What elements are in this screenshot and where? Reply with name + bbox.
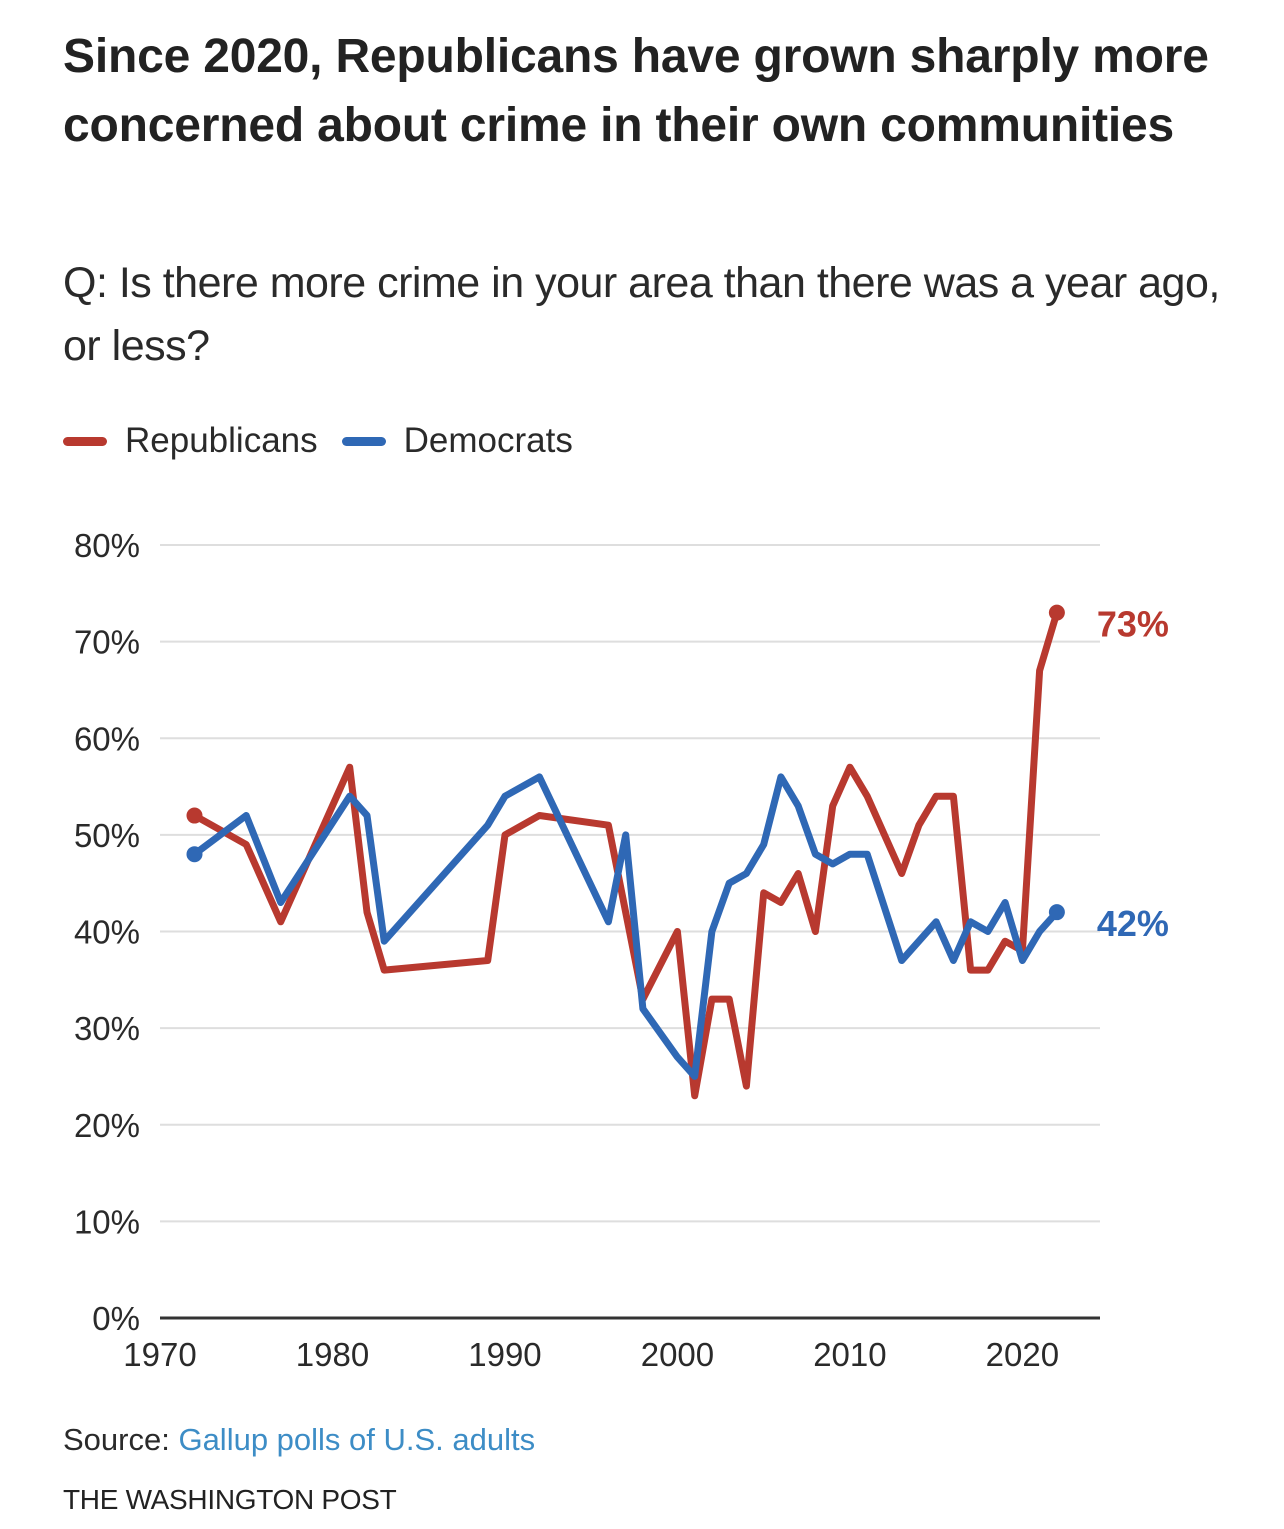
y-tick-label: 70% bbox=[74, 624, 140, 661]
end-point-republicans bbox=[1048, 604, 1065, 621]
source-note: Source: Gallup polls of U.S. adults bbox=[63, 1422, 535, 1458]
chart-title: Since 2020, Republicans have grown sharp… bbox=[63, 30, 1209, 152]
start-point-republicans bbox=[186, 807, 203, 824]
end-labels: 73% 42% bbox=[1097, 604, 1169, 945]
end-label-republicans: 73% bbox=[1097, 604, 1169, 645]
source-label: Source: bbox=[63, 1422, 179, 1457]
x-axis-tick-labels: 1970 1980 1990 2000 2010 2020 bbox=[123, 1336, 1059, 1373]
legend-label-republicans: Republicans bbox=[125, 421, 318, 460]
series-line-democrats bbox=[191, 773, 1061, 1080]
line-chart: 0% 10% 20% 30% 40% 50% 60% 70% 80% 1970 1980 1990 2… bbox=[74, 527, 1169, 1373]
y-tick-label: 0% bbox=[92, 1300, 140, 1337]
x-tick-label: 1970 bbox=[123, 1336, 196, 1373]
start-point-democrats bbox=[186, 846, 203, 863]
chart-subtitle: Q: Is there more crime in your area than… bbox=[63, 259, 1220, 370]
y-tick-label: 40% bbox=[74, 914, 140, 951]
source-link[interactable]: Gallup polls of U.S. adults bbox=[178, 1422, 536, 1457]
y-tick-label: 20% bbox=[74, 1107, 140, 1144]
y-tick-label: 50% bbox=[74, 817, 140, 854]
y-tick-label: 10% bbox=[74, 1203, 140, 1240]
y-tick-label: 30% bbox=[74, 1010, 140, 1047]
legend-swatch-democrats bbox=[341, 436, 386, 446]
end-label-democrats: 42% bbox=[1097, 903, 1169, 944]
x-tick-label: 1990 bbox=[468, 1336, 541, 1373]
legend-item-republicans: Republicans bbox=[63, 421, 318, 461]
legend: Republicans Democrats bbox=[63, 418, 597, 464]
y-axis-tick-labels: 0% 10% 20% 30% 40% 50% 60% 70% 80% bbox=[74, 527, 140, 1337]
x-tick-label: 2000 bbox=[641, 1336, 714, 1373]
y-tick-label: 60% bbox=[74, 720, 140, 757]
series-line-republicans bbox=[191, 609, 1061, 1100]
end-point-democrats bbox=[1048, 904, 1065, 921]
x-tick-label: 2010 bbox=[813, 1336, 886, 1373]
y-tick-label: 80% bbox=[74, 527, 140, 564]
x-tick-label: 2020 bbox=[986, 1336, 1059, 1373]
series-lines bbox=[186, 604, 1065, 1100]
x-tick-label: 1980 bbox=[296, 1336, 369, 1373]
legend-swatch-republicans bbox=[63, 436, 107, 446]
legend-item-democrats: Democrats bbox=[341, 421, 573, 461]
publisher-credit: THE WASHINGTON POST bbox=[63, 1484, 397, 1515]
legend-label-democrats: Democrats bbox=[403, 421, 573, 460]
